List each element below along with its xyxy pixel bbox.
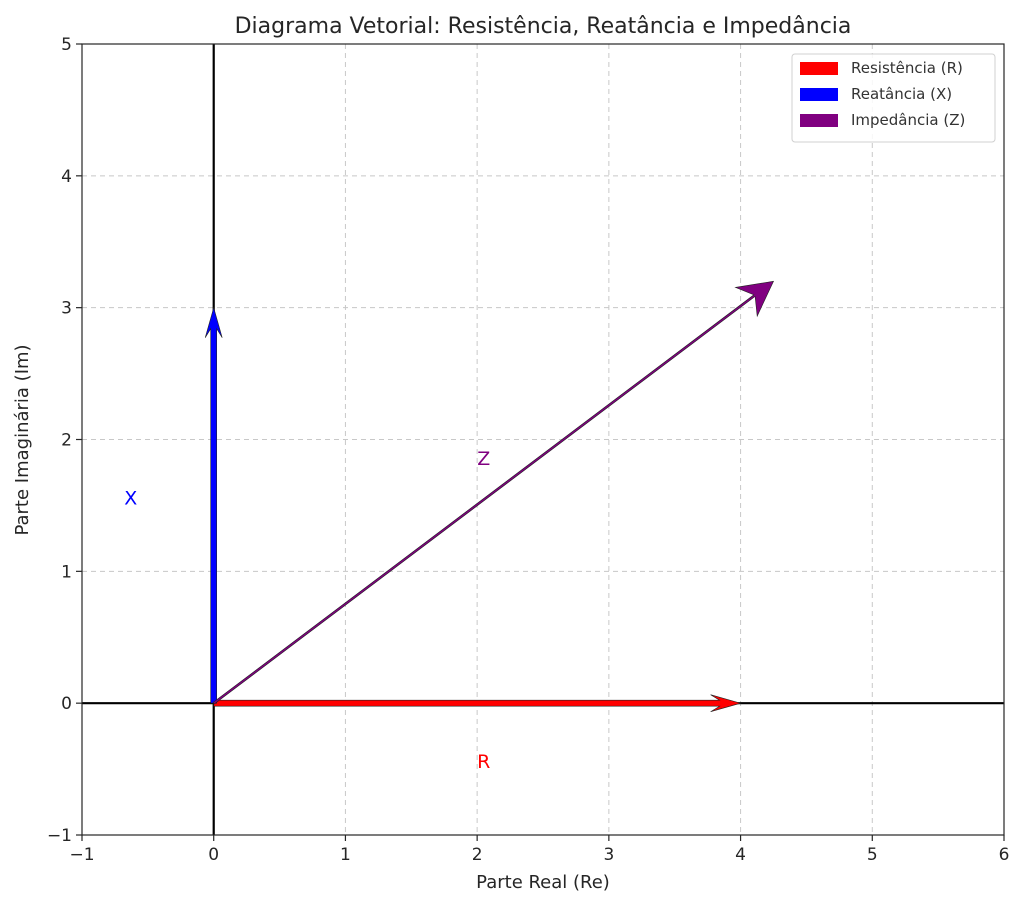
legend-box (791, 53, 996, 143)
legend-label-r: Resistência (R) (851, 59, 963, 77)
x-tick-label: 1 (340, 845, 351, 865)
vector-label-x: X (124, 487, 137, 509)
x-axis-label: Parte Real (Re) (476, 872, 610, 893)
grid-lines (81, 43, 1005, 836)
vector-label-z: Z (477, 448, 490, 470)
vector-arrow-z (212, 280, 775, 705)
axis-ticks: −1 0 1 2 3 4 5 6 −1 0 1 2 3 4 5 (47, 35, 1009, 865)
legend-label-z: Impedância (Z) (851, 111, 965, 129)
vector-arrow-r (213, 694, 742, 712)
legend-swatch-r (800, 62, 838, 75)
x-tick-label: 6 (999, 845, 1010, 865)
x-tick-label: 5 (867, 845, 878, 865)
legend: Resistência (R) Reatância (X) Impedância (… (791, 53, 996, 143)
legend-swatch-z (800, 114, 838, 127)
y-axis-label: Parte Imaginária (Im) (12, 344, 33, 535)
legend-swatch-x (800, 88, 838, 101)
x-tick-label: 4 (735, 845, 746, 865)
y-tick-label: 3 (61, 299, 72, 319)
y-tick-label: 4 (61, 167, 72, 187)
y-tick-label: 0 (61, 694, 72, 714)
y-tick-label: −1 (47, 826, 72, 846)
y-tick-label: 5 (61, 35, 72, 55)
vectors: R X Z (124, 280, 775, 773)
vector-arrow-x (204, 306, 223, 704)
x-tick-label: 2 (472, 845, 483, 865)
x-tick-label: 0 (208, 845, 219, 865)
chart-title: Diagrama Vetorial: Resistência, Reatânci… (235, 14, 852, 39)
legend-label-x: Reatância (X) (851, 85, 952, 103)
x-tick-label: −1 (69, 845, 94, 865)
y-tick-label: 1 (61, 562, 72, 582)
x-tick-label: 3 (603, 845, 614, 865)
y-tick-label: 2 (61, 431, 72, 451)
vector-label-r: R (477, 751, 490, 773)
